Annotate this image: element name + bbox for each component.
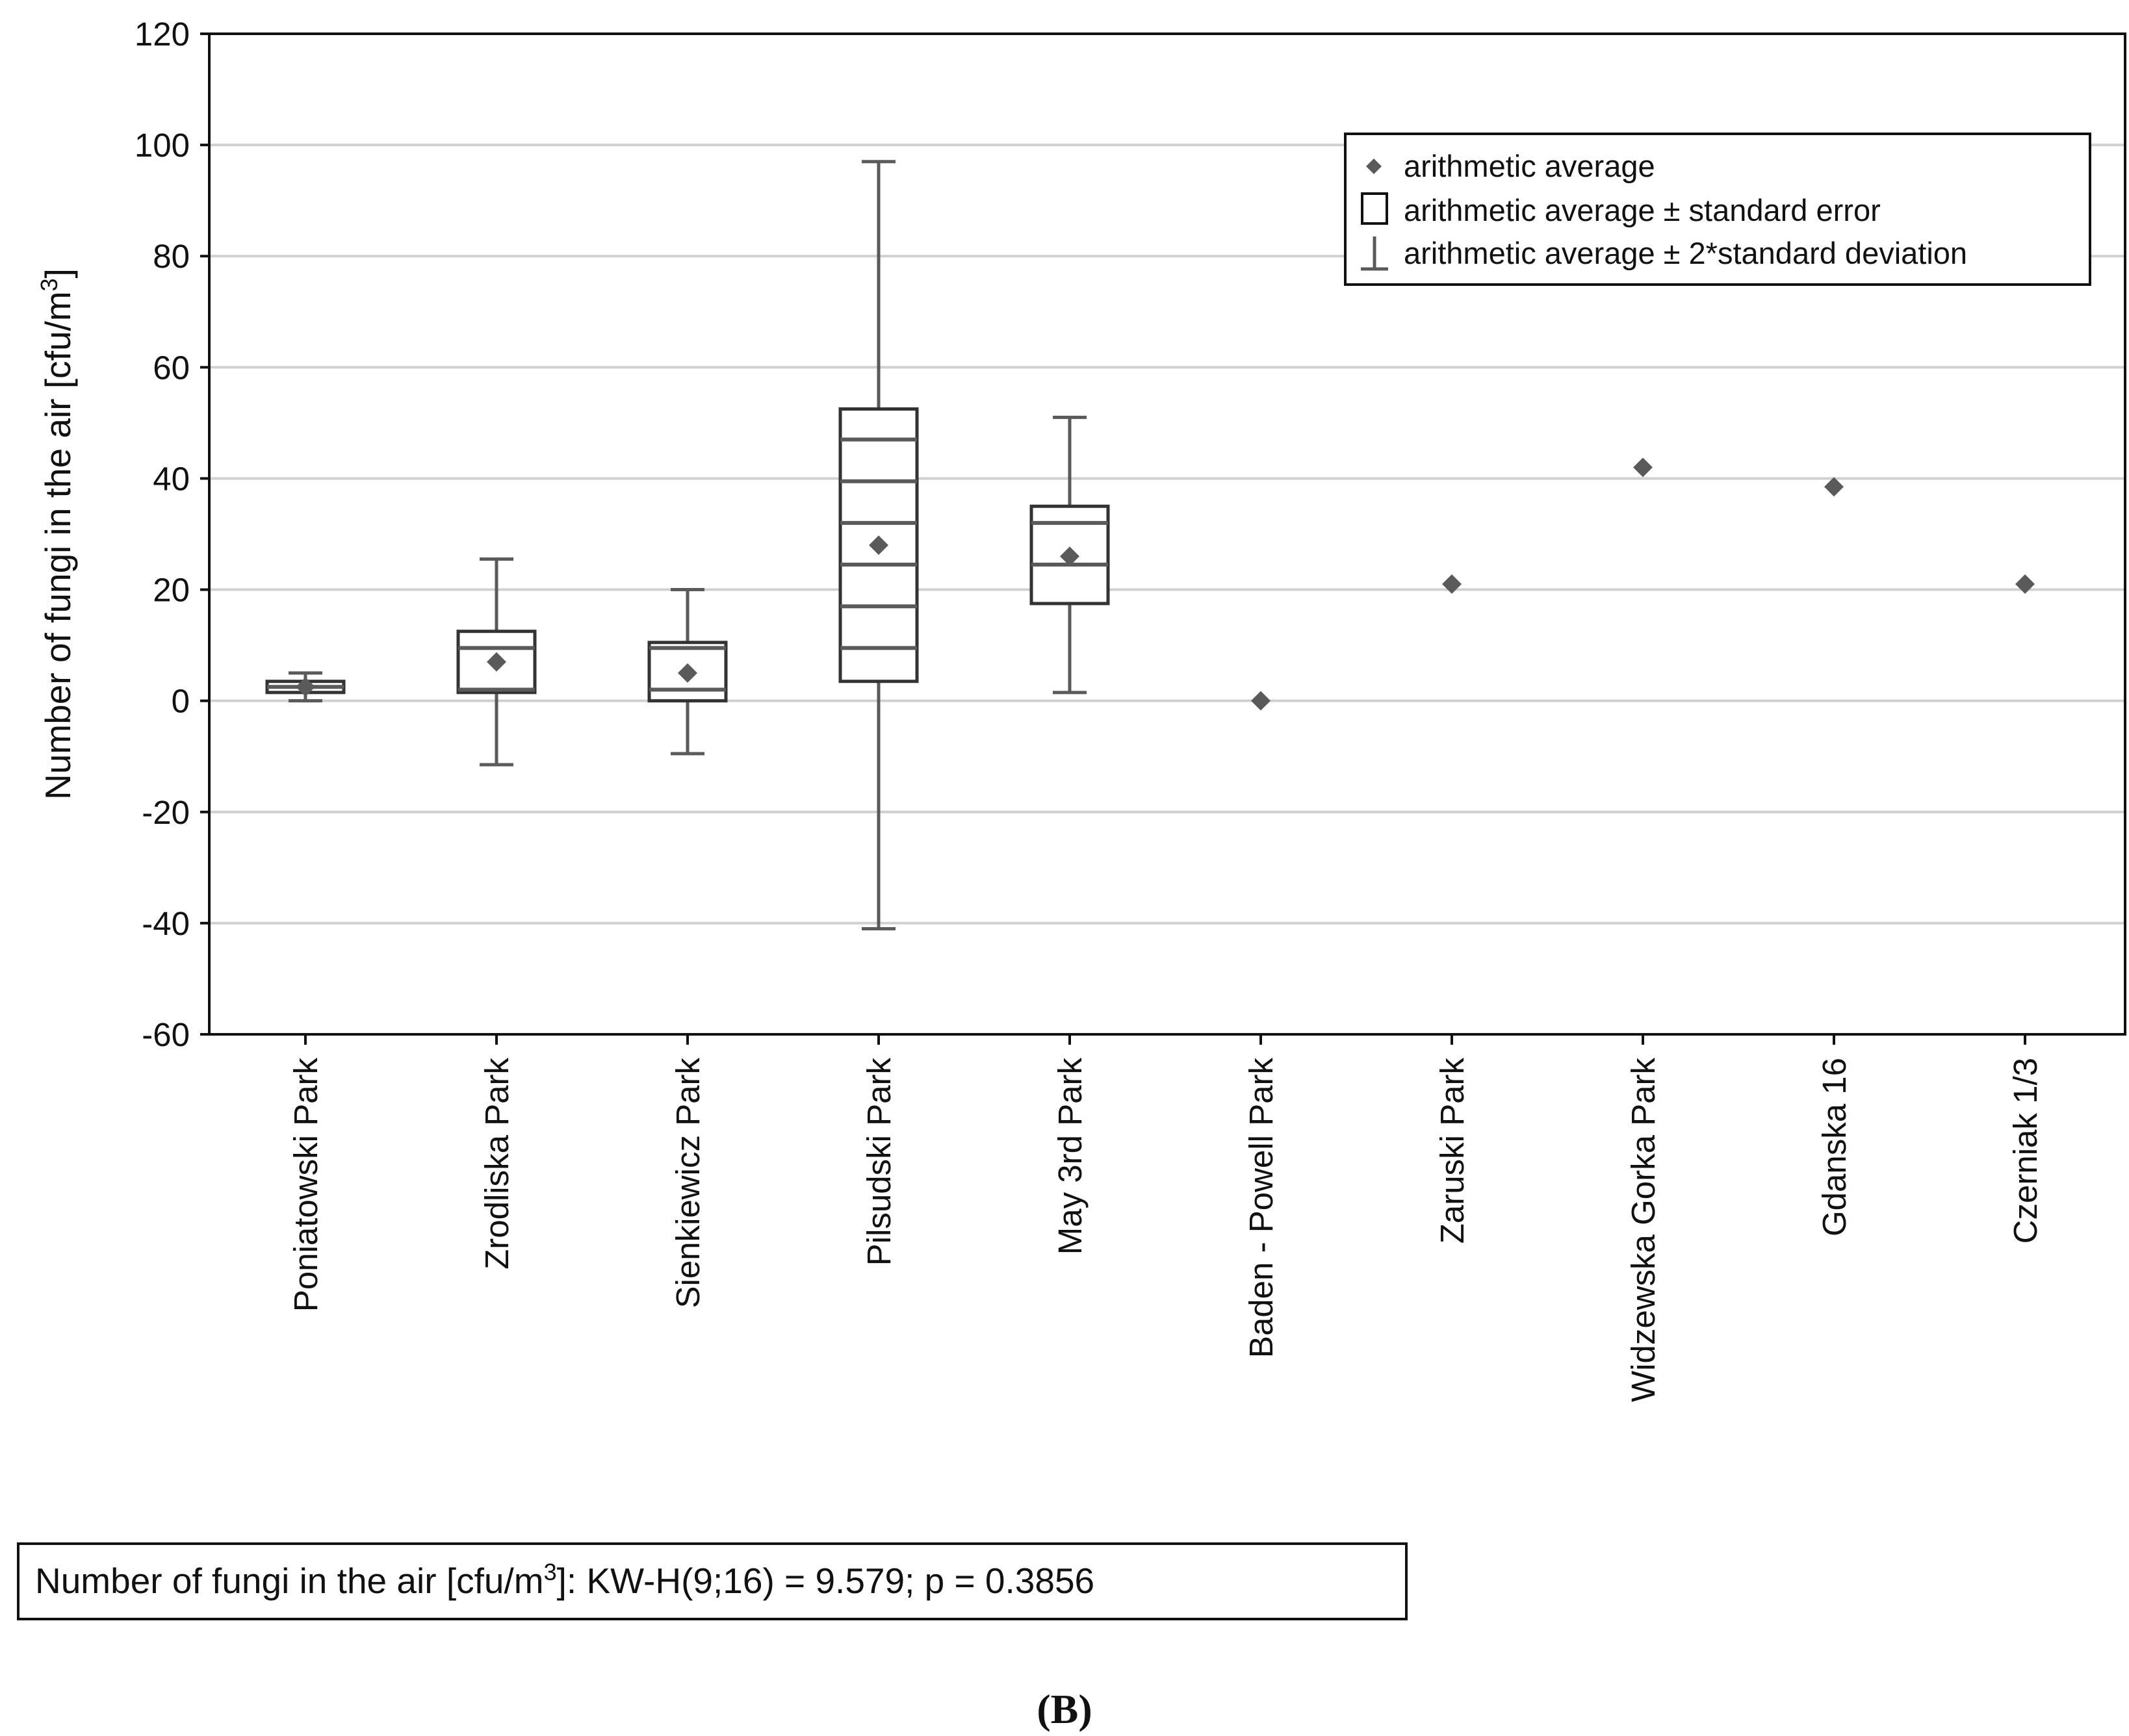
y-tick-label: -40: [142, 905, 190, 942]
y-tick-label: -20: [142, 794, 190, 831]
mean-marker: [1442, 574, 1462, 594]
mean-marker: [1824, 477, 1844, 497]
x-tick-label: Gdanska 16: [1816, 1058, 1853, 1236]
legend-whisker-marker: [1361, 236, 1388, 271]
mean-marker: [678, 663, 697, 683]
y-tick-label: 20: [153, 572, 190, 609]
series-czerniak-1-3: [2015, 574, 2035, 594]
mean-marker: [296, 677, 315, 697]
statistics-prefix: Number of fungi in the air [cfu/m: [35, 1561, 544, 1601]
plot-area-frame: [208, 32, 2126, 1036]
y-tick-label: 120: [135, 16, 190, 53]
legend-box-marker: [1361, 192, 1388, 225]
x-tick-label: Sienkiewicz Park: [669, 1058, 706, 1308]
statistics-suffix: ]: KW-H(9;16) = 9.579; p = 0.3856: [557, 1561, 1095, 1601]
statistics-sup: 3: [544, 1559, 557, 1585]
series-widzewska-gorka-park: [1633, 457, 1653, 478]
plot-marks: [265, 160, 2035, 930]
series-baden-powell-park: [1251, 691, 1271, 711]
legend: arithmetic average arithmetic average ± …: [1344, 133, 2091, 286]
statistics-frame: [17, 1542, 1408, 1620]
legend-mean-marker: [1366, 159, 1382, 174]
mean-marker: [1251, 691, 1271, 711]
series-sienkiewicz-park: [647, 588, 728, 756]
series-poniatowski-park: [265, 671, 346, 703]
y-tick-label: 100: [135, 127, 190, 164]
x-tick-label: Baden - Powell Park: [1243, 1058, 1280, 1359]
legend-frame: [1344, 133, 2091, 286]
x-tick-label: Zaruski Park: [1434, 1058, 1471, 1244]
y-axis-label-main: Number of fungi in the air [cfu/m: [38, 291, 78, 800]
statistics-box: Number of fungi in the air [cfu/m3]: KW-…: [17, 1542, 1408, 1620]
mean-marker: [1060, 546, 1079, 567]
y-tick-label: 0: [172, 683, 190, 720]
series-pilsudski-park: [838, 160, 919, 930]
y-axis-label-sup: 3: [36, 278, 62, 291]
y-tick-label: -60: [142, 1016, 190, 1053]
x-axis-categories: Poniatowski Park Zrodliska Park Sienkiewic…: [287, 1034, 2044, 1402]
y-tick-label: 80: [153, 238, 190, 275]
panel-label: (B): [1037, 1686, 1092, 1732]
x-tick-label: Pilsudski Park: [860, 1058, 897, 1266]
series-zaruski-park: [1442, 574, 1462, 594]
mean-marker: [869, 535, 888, 555]
y-axis-ticks: -60 -40 -20 0 20 40 60 80 100 120: [135, 16, 209, 1053]
mean-marker: [487, 652, 506, 672]
y-axis-label-end: ]: [38, 268, 78, 278]
mean-marker: [1633, 457, 1653, 478]
gridlines: [209, 144, 2125, 925]
legend-label-sd: arithmetic average ± 2*standard deviatio…: [1404, 236, 1967, 270]
legend-label-se: arithmetic average ± standard error: [1404, 193, 1881, 227]
x-tick-label: May 3rd Park: [1052, 1058, 1089, 1255]
x-tick-label: Poniatowski Park: [287, 1058, 324, 1312]
series-may-3rd-park: [1029, 415, 1110, 695]
mean-marker: [2015, 574, 2035, 594]
x-tick-label: Widzewska Gorka Park: [1625, 1058, 1662, 1402]
y-tick-label: 60: [153, 349, 190, 386]
x-tick-label: Czerniak 1/3: [2007, 1058, 2044, 1244]
x-tick-label: Zrodliska Park: [478, 1058, 515, 1270]
y-tick-label: 40: [153, 460, 190, 497]
statistics-text: Number of fungi in the air [cfu/m3]: KW-…: [35, 1559, 1094, 1602]
series-gdanska-16: [1824, 477, 1844, 497]
y-axis-label: Number of fungi in the air [cfu/m3]: [36, 268, 79, 800]
legend-label-mean: arithmetic average: [1404, 149, 1655, 183]
series-zrodliska-park: [456, 557, 537, 767]
